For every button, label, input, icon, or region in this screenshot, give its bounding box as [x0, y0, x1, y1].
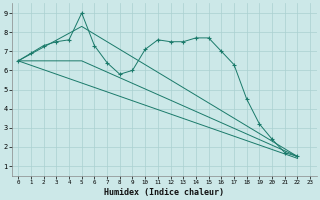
- X-axis label: Humidex (Indice chaleur): Humidex (Indice chaleur): [104, 188, 224, 197]
